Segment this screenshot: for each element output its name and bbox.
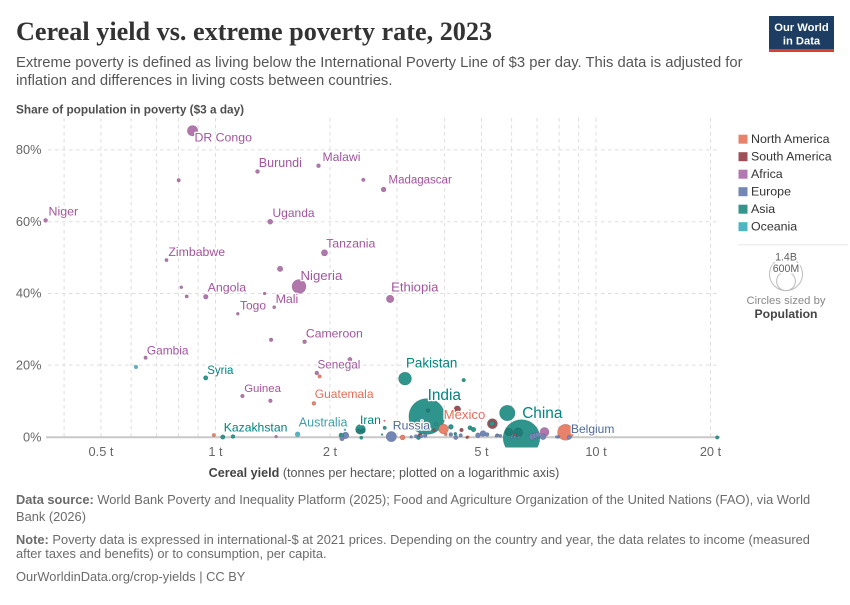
svg-text:40%: 40% [16,286,42,301]
svg-text:Zimbabwe: Zimbabwe [168,245,225,259]
svg-text:OurWorldinData.org/crop-yields: OurWorldinData.org/crop-yields | CC BY [16,569,246,584]
svg-text:Africa: Africa [751,167,783,181]
svg-text:1.4B: 1.4B [775,252,797,264]
svg-text:China: China [522,405,563,422]
svg-text:Guatemala: Guatemala [315,387,374,401]
svg-text:Population: Population [755,307,818,321]
svg-text:Kazakhstan: Kazakhstan [224,421,288,435]
svg-text:Angola: Angola [208,281,247,295]
svg-text:Europe: Europe [751,185,791,199]
svg-text:20%: 20% [16,357,42,372]
svg-text:Cereal yield vs. extreme pover: Cereal yield vs. extreme poverty rate, 2… [16,17,492,46]
svg-text:Burundi: Burundi [259,156,302,170]
svg-text:Cameroon: Cameroon [306,327,363,341]
svg-text:20 t: 20 t [700,444,722,459]
svg-text:in Data: in Data [783,36,821,48]
svg-text:Mali: Mali [276,292,299,306]
svg-text:5 t: 5 t [474,444,489,459]
svg-text:Pakistan: Pakistan [406,355,457,370]
svg-text:North America: North America [751,132,830,146]
svg-text:10 t: 10 t [585,444,607,459]
svg-text:Oceania: Oceania [751,220,797,234]
svg-text:Data source: World Bank Povert: Data source: World Bank Poverty and Ineq… [16,492,810,507]
svg-text:inflation and differences in l: inflation and differences in living cost… [16,73,392,89]
svg-text:Madagascar: Madagascar [389,175,452,187]
svg-text:1 t: 1 t [208,444,223,459]
svg-text:Senegal: Senegal [318,358,361,371]
svg-text:Note: Poverty data is expresse: Note: Poverty data is expressed in inter… [16,532,810,547]
svg-text:Bank (2026): Bank (2026) [16,509,86,524]
svg-text:Guinea: Guinea [244,383,281,395]
svg-text:Mexico: Mexico [444,407,486,422]
svg-text:Asia: Asia [751,202,775,216]
svg-text:Circles sized by: Circles sized by [746,295,825,307]
svg-text:Russia: Russia [393,419,430,433]
svg-text:Share of population in poverty: Share of population in poverty ($3 a day… [16,103,244,117]
svg-text:after taxes and benefits) or t: after taxes and benefits) or to consumpt… [16,546,327,561]
svg-text:Togo: Togo [240,298,266,312]
svg-text:0%: 0% [23,430,42,445]
svg-text:Tanzania: Tanzania [326,237,375,251]
svg-text:Iran: Iran [360,413,381,427]
svg-text:Our World: Our World [774,22,829,34]
svg-text:Uganda: Uganda [273,206,315,220]
svg-text:Ethiopia: Ethiopia [391,280,439,295]
svg-text:2 t: 2 t [323,444,338,459]
svg-text:Cereal yield (tonnes per hecta: Cereal yield (tonnes per hectare; plotte… [209,466,560,480]
svg-text:India: India [428,387,462,404]
svg-text:DR Congo: DR Congo [195,130,253,144]
svg-text:South America: South America [751,150,832,164]
svg-text:Syria: Syria [207,365,234,377]
svg-text:Belgium: Belgium [571,422,614,436]
svg-text:600M: 600M [773,263,800,275]
svg-text:Nigeria: Nigeria [301,268,343,283]
svg-text:80%: 80% [16,142,42,157]
svg-text:0.5 t: 0.5 t [89,444,114,459]
svg-text:Gambia: Gambia [147,344,189,358]
svg-text:Australia: Australia [299,415,348,429]
svg-text:Malawi: Malawi [323,150,361,164]
svg-text:60%: 60% [16,214,42,229]
svg-text:Niger: Niger [49,205,79,219]
svg-text:Extreme poverty is defined as: Extreme poverty is defined as living bel… [16,55,743,71]
